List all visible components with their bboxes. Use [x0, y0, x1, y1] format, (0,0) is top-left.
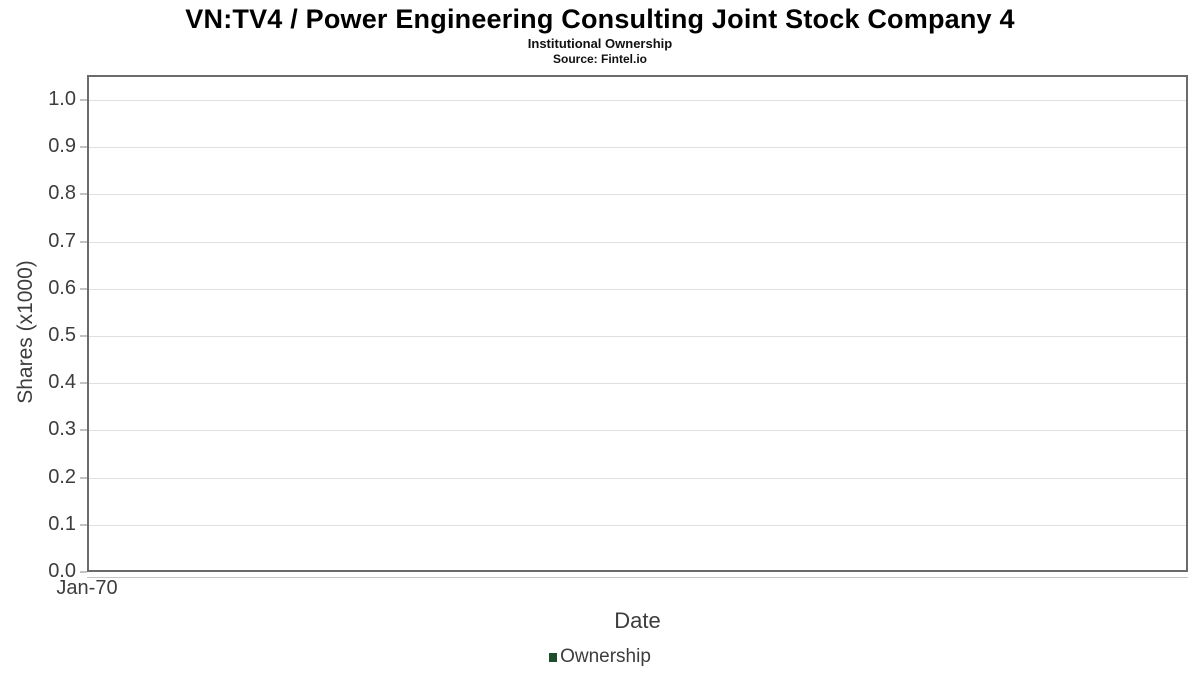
y-tick-mark: [80, 287, 87, 290]
gridline: [89, 288, 1186, 290]
gridline: [89, 241, 1186, 243]
legend-entry-ownership[interactable]: Ownership: [549, 646, 651, 668]
x-axis-tick-label: Jan-70: [56, 577, 118, 599]
gridline: [89, 430, 1186, 432]
y-tick-label: 0.0: [48, 560, 76, 583]
y-tick-mark: [80, 523, 87, 526]
x-axis-line: [87, 577, 1188, 578]
legend-label: Ownership: [560, 646, 651, 667]
legend-marker-icon: [549, 652, 558, 662]
y-tick-label: 0.5: [48, 324, 76, 347]
y-tick-mark: [80, 571, 87, 573]
y-tick-label: 0.7: [48, 229, 76, 252]
y-tick-mark: [80, 146, 87, 149]
y-tick-label: 0.2: [48, 465, 76, 488]
y-tick-label: 0.6: [48, 276, 76, 299]
x-axis-title: Date: [614, 608, 661, 633]
gridline: [89, 524, 1186, 526]
chart-title: VN:TV4 / Power Engineering Consulting Jo…: [185, 4, 1015, 34]
y-tick-label: 1.0: [48, 88, 76, 111]
legend: Ownership: [0, 646, 1200, 668]
gridline: [89, 383, 1186, 385]
y-tick-label: 0.8: [48, 182, 76, 205]
gridline: [89, 147, 1186, 149]
gridline: [89, 477, 1186, 479]
y-tick-label: 0.4: [48, 371, 76, 394]
y-tick-label: 0.3: [48, 418, 76, 441]
gridline: [89, 194, 1186, 196]
y-tick-mark: [80, 382, 87, 385]
y-tick-label: 0.1: [48, 512, 76, 535]
y-tick-label: 0.9: [48, 135, 76, 158]
y-tick-mark: [80, 476, 87, 479]
y-tick-mark: [80, 335, 87, 337]
gridline: [89, 336, 1186, 337]
plot-area: [87, 75, 1188, 572]
y-tick-mark: [80, 240, 87, 243]
gridline: [89, 100, 1186, 101]
chart-source-note: Source: Fintel.io: [552, 52, 647, 66]
y-tick-mark: [80, 99, 87, 101]
y-tick-mark: [80, 193, 87, 196]
chart-subtitle: Institutional Ownership: [527, 36, 673, 51]
y-tick-mark: [80, 429, 87, 432]
